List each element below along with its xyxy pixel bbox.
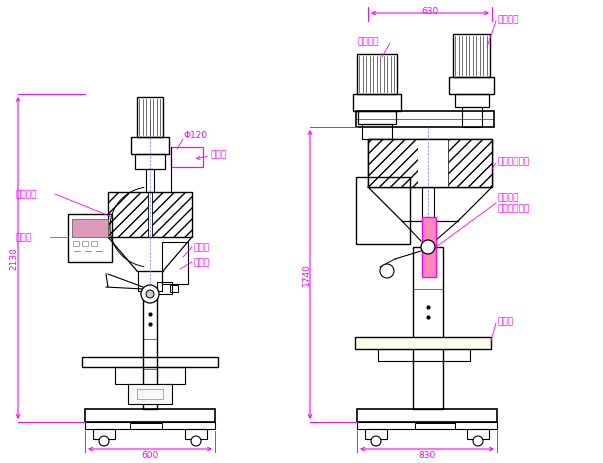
Circle shape [141,285,159,303]
Bar [413,247,443,409]
Text: 工作台: 工作台 [497,317,513,326]
Bar [356,178,410,244]
Circle shape [146,290,154,298]
Text: 螺旋附件: 螺旋附件 [497,193,519,202]
Text: 吸尘器: 吸尘器 [193,258,209,267]
Bar [91,242,97,246]
Bar [146,169,154,193]
Bar [138,271,162,291]
Bar [357,55,397,95]
Bar [455,95,489,108]
Bar [448,140,492,188]
Bar [415,423,455,429]
Bar [467,429,489,439]
Bar [357,409,497,422]
Bar [356,112,494,128]
Bar [162,243,188,284]
Text: 630: 630 [421,6,438,15]
Circle shape [473,436,483,446]
Text: 控制箱: 控制箱 [15,233,31,242]
Bar [152,193,192,238]
Text: 进料口: 进料口 [210,150,226,159]
Circle shape [99,436,109,446]
Text: 600: 600 [141,450,159,459]
Bar [115,367,185,384]
Circle shape [191,436,201,446]
Bar [73,242,79,246]
Bar [137,389,163,399]
Text: 搅拌电机: 搅拌电机 [357,38,379,46]
Bar [130,423,162,429]
Bar [108,193,192,238]
Bar [170,285,178,292]
Bar [131,138,169,155]
Circle shape [421,240,435,255]
Circle shape [371,436,381,446]
Bar [368,140,418,188]
Bar [68,214,112,263]
Bar [72,219,108,238]
Text: 1740: 1740 [302,263,311,286]
Bar [108,193,148,238]
Bar [355,337,491,349]
Bar [462,108,482,128]
Text: 料箱，搅拌器: 料箱，搅拌器 [497,157,529,166]
Bar [422,188,434,221]
Bar [82,242,88,246]
Bar [93,429,115,439]
Bar [368,140,492,188]
Bar [365,429,387,439]
Bar [353,95,401,112]
Text: 充填电机: 充填电机 [497,15,519,25]
Bar [357,422,497,429]
Bar [368,140,492,188]
Bar [362,125,392,140]
Bar [171,148,203,168]
Bar [128,384,172,404]
Bar [135,155,165,169]
Bar [137,98,163,138]
Bar [422,218,436,277]
Text: 电器柜: 电器柜 [193,243,209,252]
Bar [143,296,157,409]
Text: 2130: 2130 [10,247,19,270]
Bar [453,35,490,78]
Bar [418,140,448,188]
Circle shape [380,264,394,278]
Text: Φ120: Φ120 [183,131,207,140]
Text: 阻尼气簧: 阻尼气簧 [15,190,37,199]
Bar [378,349,470,361]
Bar [157,282,172,294]
Bar [449,78,494,95]
Bar [82,357,218,367]
Text: 830: 830 [418,450,435,459]
Bar [358,112,396,125]
Polygon shape [368,188,492,221]
Polygon shape [108,238,192,271]
Bar [185,429,207,439]
Bar [85,409,215,422]
Bar [85,422,215,429]
Text: （物料出口）: （物料出口） [497,204,529,213]
